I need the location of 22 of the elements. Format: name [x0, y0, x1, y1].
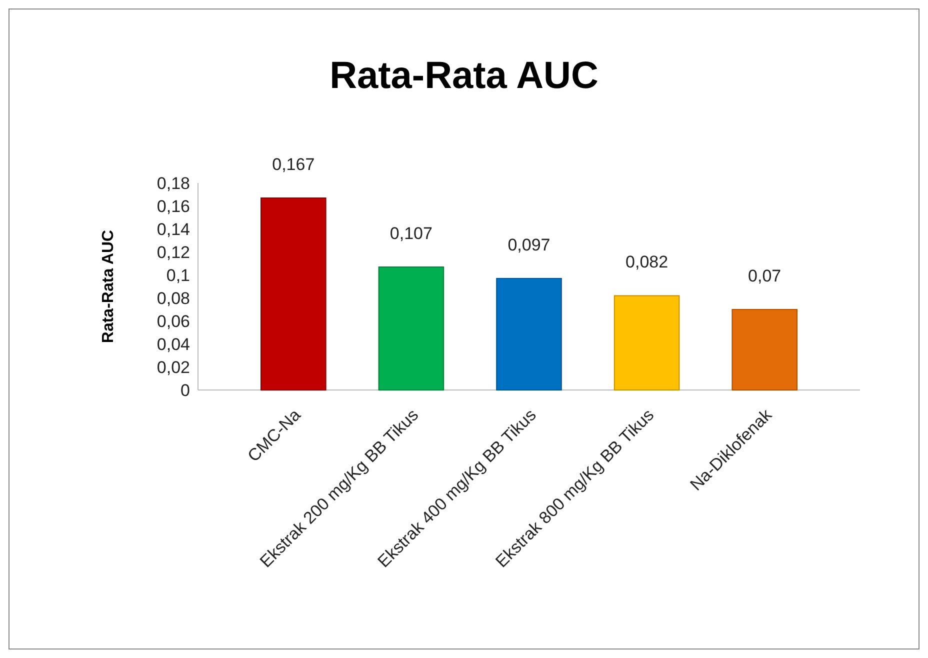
y-tick-label: 0,18	[156, 174, 190, 193]
bar	[378, 266, 444, 390]
y-tick-label: 0,06	[156, 312, 190, 331]
y-tick-label: 0,08	[156, 288, 190, 308]
y-axis-title: Rata-Rata AUC	[100, 229, 117, 344]
bar	[732, 309, 798, 390]
data-label: 0,07	[748, 266, 782, 286]
y-tick-label: 0,1	[166, 266, 190, 285]
y-tick-label: 0,12	[156, 242, 190, 262]
y-tick-label: 0,16	[156, 196, 190, 216]
bar	[496, 278, 562, 390]
y-tick-label: 0	[180, 380, 190, 400]
chart-title: Rata-Rata AUC	[330, 55, 598, 97]
data-label: 0,167	[272, 154, 315, 174]
data-label: 0,082	[626, 252, 668, 272]
data-label: 0,107	[390, 224, 432, 243]
bar	[614, 295, 680, 390]
y-tick-label: 0,02	[156, 358, 190, 377]
data-label: 0,097	[508, 235, 550, 254]
y-tick-label: 0,14	[156, 220, 190, 239]
y-tick-label: 0,04	[156, 334, 190, 354]
bar	[260, 197, 326, 390]
